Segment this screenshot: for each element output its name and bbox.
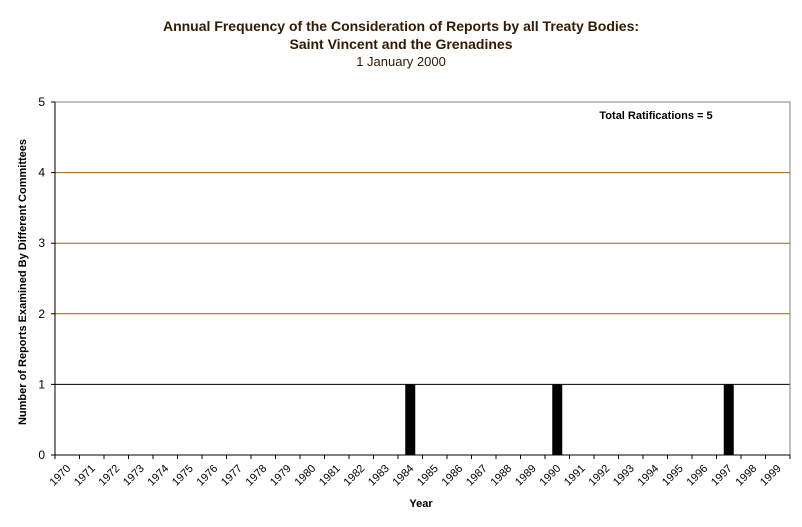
x-tick-label-1984: 1984: [391, 463, 417, 489]
x-tick-label-1998: 1998: [734, 463, 760, 489]
x-tick-label-1996: 1996: [685, 463, 711, 489]
x-tick-label-1986: 1986: [440, 463, 466, 489]
bar-1997: [723, 384, 734, 455]
bar-1984: [405, 384, 416, 455]
plot-border: [54, 101, 791, 456]
x-tick-label-1995: 1995: [660, 463, 686, 489]
y-tick-label-1: 1: [38, 377, 45, 391]
x-tick-label-1977: 1977: [219, 463, 245, 489]
x-tick-label-1980: 1980: [293, 463, 319, 489]
total-ratifications-annotation: Total Ratifications = 5: [599, 110, 712, 122]
x-tick-label-1971: 1971: [72, 463, 98, 489]
y-tick-label-0: 0: [38, 448, 45, 462]
x-axis-label: Year: [409, 498, 433, 510]
gridlines: [55, 101, 790, 385]
x-tick-label-1970: 1970: [48, 463, 74, 489]
x-tick-label-1982: 1982: [342, 463, 368, 489]
x-tick-label-1987: 1987: [464, 463, 490, 489]
x-tick-label-1989: 1989: [513, 463, 539, 489]
x-tick-label-1993: 1993: [611, 463, 637, 489]
x-tick-label-1990: 1990: [538, 463, 564, 489]
x-tick-label-1983: 1983: [366, 463, 392, 489]
x-tick-label-1981: 1981: [317, 463, 343, 489]
x-tick-label-1972: 1972: [97, 463, 123, 489]
y-tick-label-3: 3: [38, 236, 45, 250]
x-tick-label-1973: 1973: [121, 463, 147, 489]
x-tick-label-1976: 1976: [195, 463, 221, 489]
axes: [51, 101, 791, 459]
x-tick-label-1988: 1988: [489, 463, 515, 489]
y-tick-label-4: 4: [38, 166, 45, 180]
x-tick-label-1974: 1974: [146, 463, 172, 489]
x-tick-label-1979: 1979: [268, 463, 294, 489]
x-tick-label-1994: 1994: [636, 463, 662, 489]
bars: [405, 384, 734, 455]
x-tick-label-1985: 1985: [415, 463, 441, 489]
x-tick-label-1992: 1992: [587, 463, 613, 489]
bar-1990: [552, 384, 563, 455]
y-tick-label-2: 2: [38, 307, 45, 321]
chart-title: Annual Frequency of the Consideration of…: [162, 18, 640, 34]
x-tick-label-1997: 1997: [709, 463, 735, 489]
y-axis-label: Number of Reports Examined By Different …: [17, 139, 29, 425]
x-tick-label-1975: 1975: [170, 463, 196, 489]
x-tick-labels: 1970197119721973197419751976197719781979…: [48, 463, 784, 489]
x-tick-label-1991: 1991: [562, 463, 588, 489]
chart-subtitle: Saint Vincent and the Grenadines: [289, 36, 513, 52]
chart-date: 1 January 2000: [356, 54, 446, 69]
y-tick-label-5: 5: [38, 95, 45, 109]
y-tick-labels: 0 1 2 3 4 5: [38, 95, 45, 462]
x-tick-label-1978: 1978: [244, 463, 270, 489]
x-tick-label-1999: 1999: [758, 463, 784, 489]
